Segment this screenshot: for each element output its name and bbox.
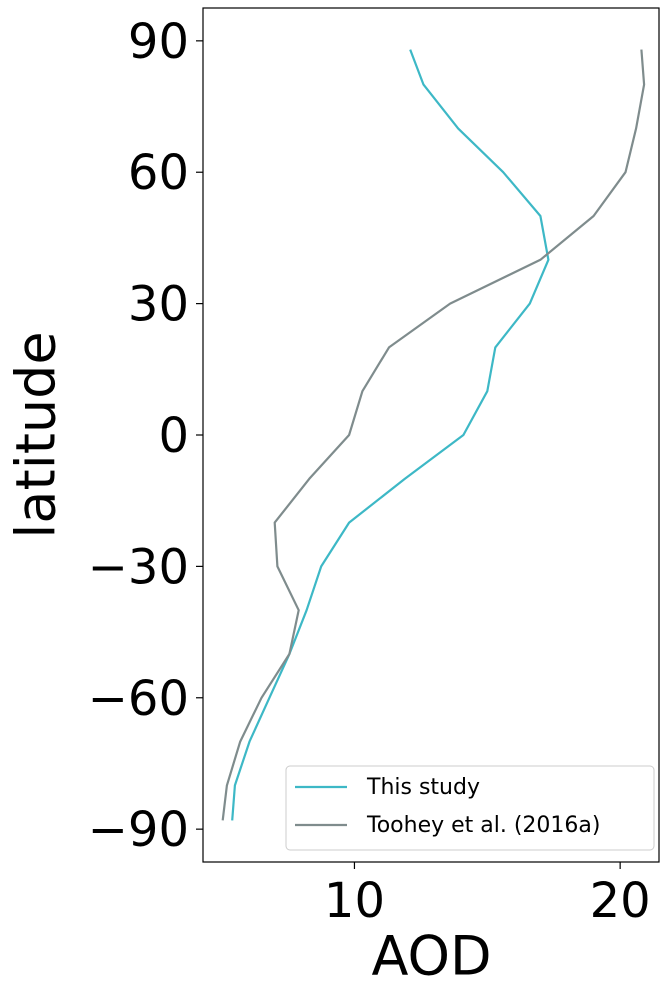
y-tick-label: −60 [88, 671, 189, 727]
legend-label: Toohey et al. (2016a) [366, 813, 600, 838]
y-tick-label: 90 [128, 14, 189, 70]
plot-frame [202, 7, 660, 863]
legend-box [285, 765, 655, 851]
data-line [221, 49, 646, 821]
y-tick-label: 60 [128, 145, 189, 201]
x-tick-label: 20 [590, 873, 651, 929]
data-line [231, 49, 550, 821]
x-axis-label: AOD [371, 925, 491, 987]
legend: This study Toohey et al. (2016a) [285, 765, 655, 851]
y-tick-label: −30 [88, 539, 189, 595]
y-tick-label: −90 [88, 802, 189, 858]
legend-label: This study [366, 775, 480, 800]
x-tick-label: 10 [324, 873, 385, 929]
y-axis-label: latitude [5, 331, 68, 538]
y-tick-label: 30 [128, 277, 189, 333]
y-tick-label: 0 [158, 408, 189, 464]
